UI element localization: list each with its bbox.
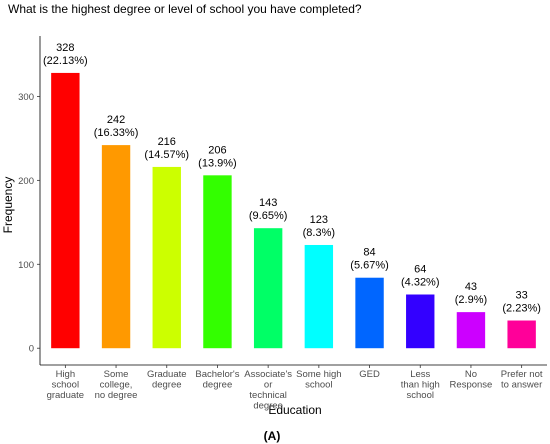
value-label-line: 143 [259,197,277,209]
value-label-line: (16.33%) [94,127,139,139]
value-label: 328 (22.13%) [43,42,88,67]
x-tick-label: Prefer not to answer [501,369,543,391]
x-tick-label-line: High [56,369,76,380]
value-label: 123 (8.3%) [303,214,335,239]
x-axis-label: Education [268,403,321,417]
x-tick-label-line: technical [249,390,287,401]
value-label-line: (4.32%) [401,277,440,289]
y-tick-label: 0 [29,344,34,355]
value-label-line: (8.3%) [303,227,335,239]
x-tick-label-line: college, [100,380,133,391]
x-tick-label-line: school [52,380,79,391]
value-label-line: 206 [208,144,226,156]
x-tick-label-line: school [305,380,332,391]
value-label-line: 216 [158,136,176,148]
value-label-line: 33 [516,290,528,302]
value-label: 206 (13.9%) [198,144,237,169]
bar [152,166,181,349]
y-tick-label: 100 [18,260,34,271]
value-label-line: 84 [363,247,375,259]
bar [507,320,536,349]
value-label-line: (5.67%) [350,260,389,272]
x-tick-label-line: degree [203,380,233,391]
x-tick-label-line: Associate's [244,369,292,380]
value-label-line: (14.57%) [144,149,189,161]
x-tick-label-line: No [465,369,477,380]
value-label: 242 (16.33%) [94,114,139,139]
value-label-line: (2.9%) [455,294,487,306]
bar [304,244,334,349]
x-tick-label-line: Some high [296,369,341,380]
value-label-line: (13.9%) [198,157,237,169]
value-label: 33 (2.23%) [502,290,541,315]
x-tick-label-line: Graduate [147,369,187,380]
x-tick-label-line: to answer [501,380,542,391]
x-tick-label-line: Bachelor's [195,369,239,380]
value-label-line: 328 [56,42,74,54]
x-tick-label: No Response [450,369,493,391]
y-tick-label: 200 [18,176,34,187]
x-tick-label-line: than high [401,380,440,391]
value-label-line: 123 [310,214,328,226]
x-tick-label-line: GED [359,369,380,380]
x-tick-label: Some high school [296,369,341,391]
y-tick-label: 300 [18,92,34,103]
value-label: 216 (14.57%) [144,136,189,161]
x-tick-label: Bachelor's degree [195,369,239,391]
bar [406,294,435,349]
x-tick-label-line: Prefer not [501,369,543,380]
x-tick-label-line: no degree [95,390,138,401]
bar [203,175,232,349]
value-label: 143 (9.65%) [249,197,288,222]
value-label-line: 43 [465,281,477,293]
value-label: 43 (2.9%) [455,281,487,306]
x-tick-label: GED [359,369,380,380]
x-tick-label: High school graduate [47,369,85,401]
chart-title: What is the highest degree or level of s… [8,2,362,16]
x-tick-label-line: school [407,390,434,401]
bar [253,228,283,349]
x-tick-label-line: graduate [47,390,85,401]
value-label-line: (9.65%) [249,210,288,222]
x-tick-label-line: or [264,380,272,391]
bar [51,72,80,349]
x-tick-label: Graduate degree [147,369,187,391]
x-tick-label: Some college, no degree [95,369,138,401]
x-tick-label-line: Some [104,369,129,380]
value-label: 84 (5.67%) [350,247,389,272]
y-axis-label: Frequency [1,177,15,234]
value-label-line: 242 [107,114,125,126]
x-tick-label-line: degree [152,380,182,391]
value-label: 64 (4.32%) [401,264,440,289]
value-label-line: (2.23%) [502,303,541,315]
x-tick-label-line: Response [450,380,493,391]
x-tick-label: Associate's or technical degree [244,369,292,412]
value-label-line: 64 [414,264,426,276]
bar [355,277,384,349]
bar [456,312,486,349]
x-tick-label-line: Less [410,369,430,380]
value-label-line: (22.13%) [43,55,88,67]
bar [101,145,131,349]
x-tick-label: Less than high school [401,369,440,401]
caption: (A) [264,429,281,443]
x-tick-label-line: degree [253,401,283,412]
